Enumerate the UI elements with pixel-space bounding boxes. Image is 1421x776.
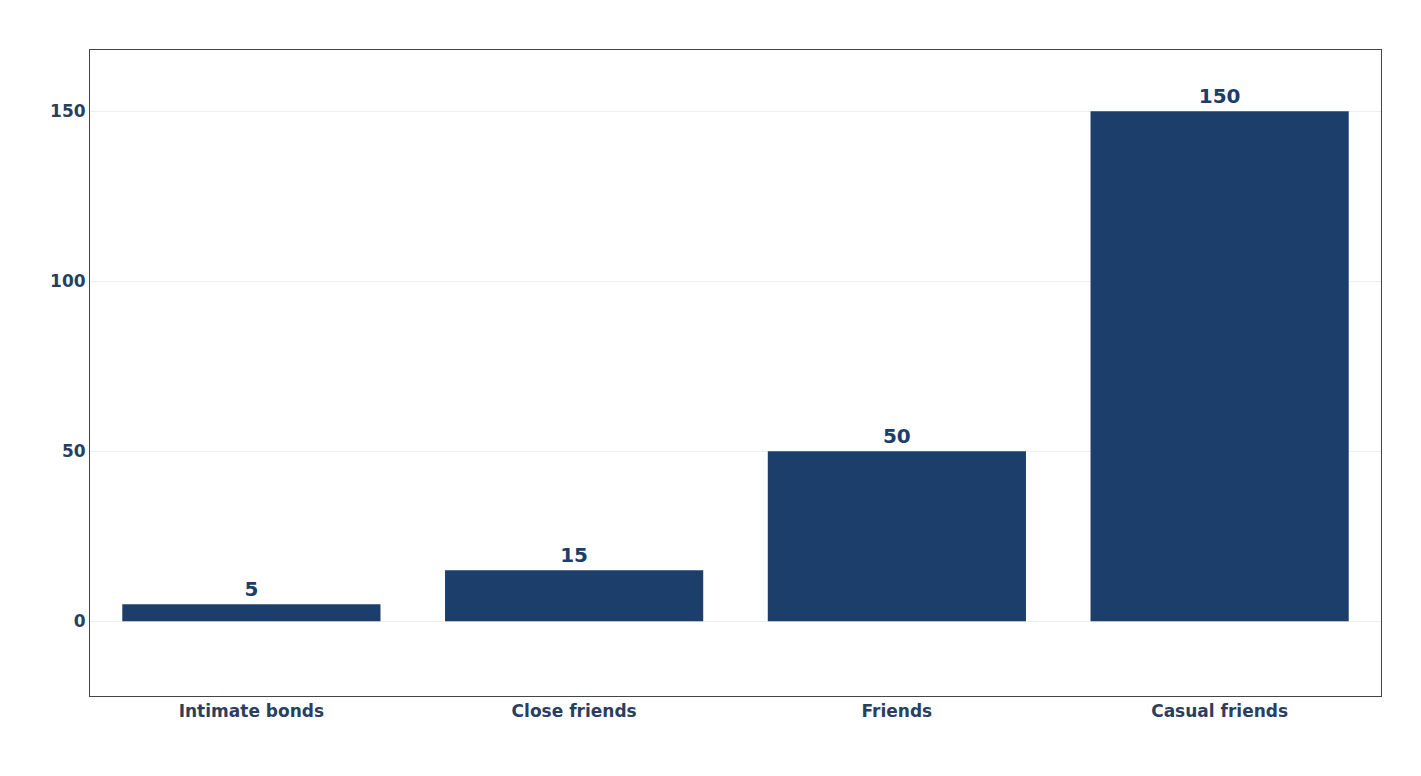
svg-text:50: 50 [883,424,911,448]
svg-text:150: 150 [1199,84,1241,108]
svg-text:50: 50 [62,441,86,461]
svg-text:150: 150 [50,101,86,121]
svg-text:100: 100 [50,271,86,291]
svg-text:Friends: Friends [862,701,933,721]
svg-text:0: 0 [74,611,86,631]
svg-text:5: 5 [244,577,258,601]
svg-text:Intimate bonds: Intimate bonds [179,701,324,721]
svg-text:15: 15 [560,543,588,567]
svg-text:Close friends: Close friends [512,701,637,721]
svg-text:Casual friends: Casual friends [1151,701,1288,721]
